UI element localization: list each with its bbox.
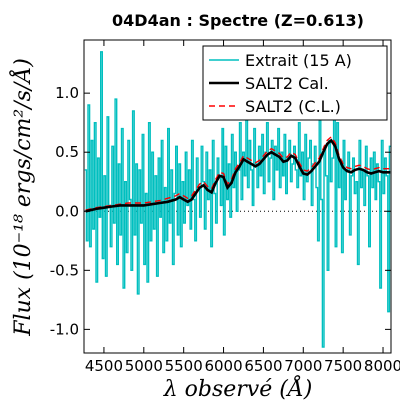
x-tick-label: 6000	[204, 357, 242, 375]
series-layer	[84, 51, 391, 348]
y-tick-label: 0.0	[55, 202, 79, 220]
y-tick-label: -1.0	[50, 320, 79, 338]
x-tick-label: 5500	[165, 357, 203, 375]
y-tick-label: -0.5	[50, 261, 79, 279]
ticks-layer: 4500 5000 5500 6000 6500 7000 7500 8000 -1.0 -0.5…	[50, 40, 400, 375]
y-tick-label: 0.5	[55, 143, 79, 161]
legend-label-3: SALT2 (C.L.)	[245, 97, 341, 116]
x-tick-label: 6500	[244, 357, 282, 375]
x-tick-label: 7500	[324, 357, 362, 375]
legend-label-2: SALT2 Cal.	[245, 74, 329, 93]
x-axis-label: λ observé (Å)	[163, 374, 313, 400]
y-axis-label: Flux (10⁻¹⁸ ergs/cm²/s/Å)	[8, 58, 36, 337]
legend: Extrait (15 A) SALT2 Cal. SALT2 (C.L.)	[202, 45, 388, 121]
series-line-1	[84, 51, 391, 348]
x-tick-label: 8000	[364, 357, 400, 375]
plot-frame	[83, 39, 392, 354]
x-tick-label: 7000	[284, 357, 322, 375]
x-tick-label: 4500	[85, 357, 123, 375]
chart-title: 04D4an : Spectre (Z=0.613)	[112, 11, 364, 30]
series-line-2	[85, 138, 391, 213]
series-line-3	[85, 135, 391, 211]
x-tick-label: 5000	[125, 357, 163, 375]
legend-label-1: Extrait (15 A)	[245, 51, 352, 70]
y-tick-label: 1.0	[55, 84, 79, 102]
